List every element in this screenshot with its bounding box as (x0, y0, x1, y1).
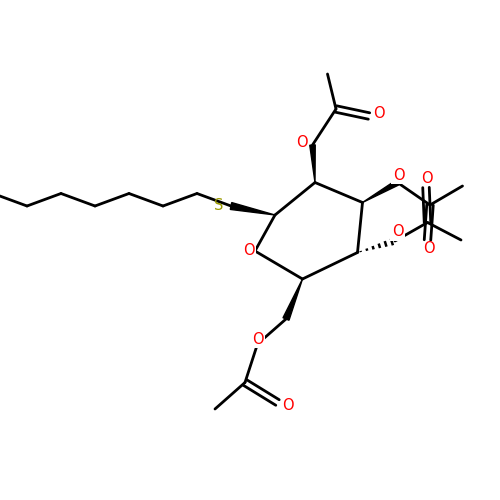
Text: O: O (392, 168, 404, 182)
Text: O: O (296, 135, 308, 150)
Polygon shape (362, 180, 399, 203)
Text: O: O (252, 332, 264, 346)
Text: O: O (282, 398, 294, 412)
Text: O: O (373, 106, 385, 121)
Text: O: O (392, 224, 404, 240)
Polygon shape (283, 279, 302, 320)
Text: S: S (214, 198, 223, 212)
Text: O: O (242, 244, 254, 258)
Text: O: O (423, 242, 435, 256)
Polygon shape (230, 202, 275, 215)
Polygon shape (310, 145, 315, 182)
Text: O: O (421, 171, 433, 186)
